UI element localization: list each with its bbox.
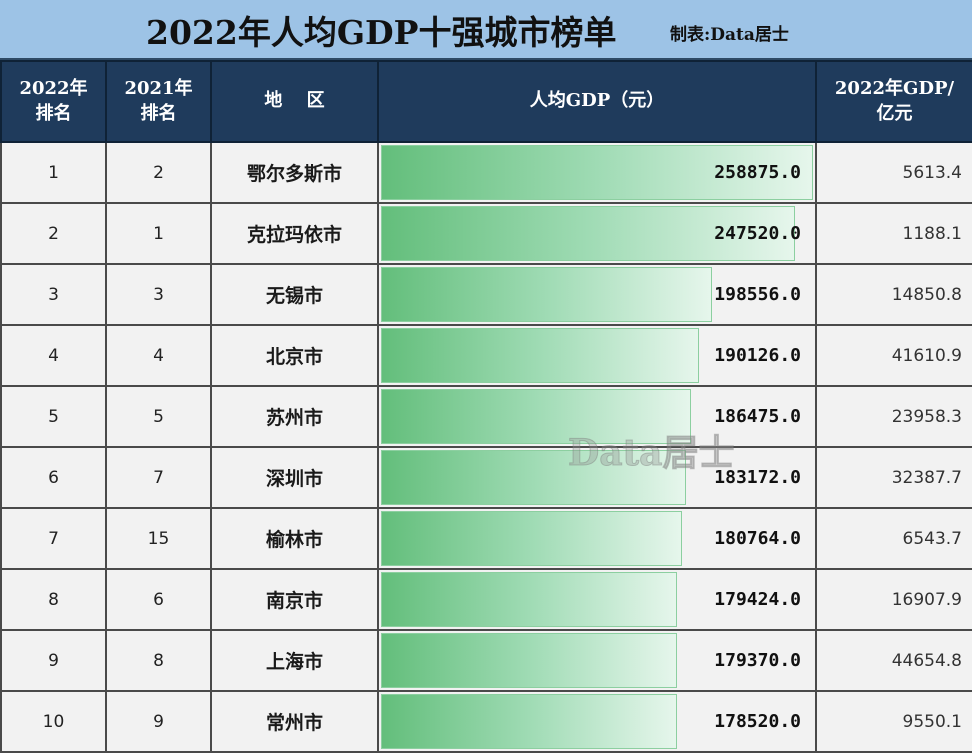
total-gdp-cell: 44654.8 bbox=[815, 629, 972, 692]
per-capita-gdp-value: 179424.0 bbox=[714, 589, 801, 610]
rank-2021-cell: 5 bbox=[105, 385, 212, 448]
rank-2022-cell: 3 bbox=[0, 263, 107, 326]
per-capita-gdp-value: 190126.0 bbox=[714, 345, 801, 366]
rank-2021-cell: 15 bbox=[105, 507, 212, 570]
rank-2022-cell: 7 bbox=[0, 507, 107, 570]
region-cell: 深圳市 bbox=[210, 446, 379, 509]
region-cell: 榆林市 bbox=[210, 507, 379, 570]
data-bar bbox=[381, 389, 691, 444]
rank-2022-cell: 8 bbox=[0, 568, 107, 631]
rank-2021-cell: 6 bbox=[105, 568, 212, 631]
per-capita-gdp-cell: 258875.0 bbox=[377, 141, 817, 204]
header-region: 地 区 bbox=[210, 60, 379, 143]
per-capita-gdp-value: 183172.0 bbox=[714, 467, 801, 488]
region-cell: 无锡市 bbox=[210, 263, 379, 326]
page-title: 2022年人均GDP十强城市榜单 bbox=[146, 13, 617, 52]
region-cell: 北京市 bbox=[210, 324, 379, 387]
header-text: 排名 bbox=[35, 102, 72, 124]
data-bar bbox=[381, 511, 682, 566]
credit-label: 制表:Data居士 bbox=[670, 25, 789, 45]
data-bar bbox=[381, 328, 700, 383]
total-gdp-cell: 9550.1 bbox=[815, 690, 972, 753]
region-cell: 上海市 bbox=[210, 629, 379, 692]
per-capita-gdp-value: 198556.0 bbox=[714, 284, 801, 305]
per-capita-gdp-cell: 190126.0 bbox=[377, 324, 817, 387]
per-capita-gdp-cell: 183172.0 bbox=[377, 446, 817, 509]
rank-2021-cell: 2 bbox=[105, 141, 212, 204]
data-bar bbox=[381, 633, 678, 688]
rank-2021-cell: 9 bbox=[105, 690, 212, 753]
header-text: 2022年GDP/ bbox=[834, 78, 955, 100]
rank-2021-cell: 1 bbox=[105, 202, 212, 265]
per-capita-gdp-cell: 178520.0 bbox=[377, 690, 817, 753]
rank-2021-cell: 4 bbox=[105, 324, 212, 387]
per-capita-gdp-cell: 186475.0 bbox=[377, 385, 817, 448]
total-gdp-cell: 32387.7 bbox=[815, 446, 972, 509]
rank-2022-cell: 6 bbox=[0, 446, 107, 509]
header-text: 2021年 bbox=[124, 78, 193, 100]
data-bar bbox=[381, 145, 813, 200]
per-capita-gdp-value: 180764.0 bbox=[714, 528, 801, 549]
total-gdp-cell: 23958.3 bbox=[815, 385, 972, 448]
per-capita-gdp-cell: 180764.0 bbox=[377, 507, 817, 570]
table-row: 2 1 克拉玛依市 247520.0 1188.1 bbox=[0, 202, 972, 265]
rank-2022-cell: 1 bbox=[0, 141, 107, 204]
table-row: 9 8 上海市 179370.0 44654.8 bbox=[0, 629, 972, 692]
header-text: 亿元 bbox=[876, 102, 913, 124]
table-row: 10 9 常州市 178520.0 9550.1 bbox=[0, 690, 972, 753]
ranking-table: 2022年 排名 2021年 排名 地 区 人均GDP（元） 2022年GDP/亿元… bbox=[0, 60, 972, 753]
region-cell: 鄂尔多斯市 bbox=[210, 141, 379, 204]
per-capita-gdp-cell: 247520.0 bbox=[377, 202, 817, 265]
per-capita-gdp-value: 178520.0 bbox=[714, 711, 801, 732]
total-gdp-cell: 6543.7 bbox=[815, 507, 972, 570]
header-text: 2022年 bbox=[19, 78, 88, 100]
rank-2021-cell: 8 bbox=[105, 629, 212, 692]
table-row: 5 5 苏州市 186475.0 23958.3 bbox=[0, 385, 972, 448]
per-capita-gdp-cell: 179370.0 bbox=[377, 629, 817, 692]
total-gdp-cell: 14850.8 bbox=[815, 263, 972, 326]
rank-2021-cell: 7 bbox=[105, 446, 212, 509]
total-gdp-cell: 5613.4 bbox=[815, 141, 972, 204]
table-row: 1 2 鄂尔多斯市 258875.0 5613.4 bbox=[0, 141, 972, 204]
table-row: 8 6 南京市 179424.0 16907.9 bbox=[0, 568, 972, 631]
rank-2021-cell: 3 bbox=[105, 263, 212, 326]
per-capita-gdp-value: 247520.0 bbox=[714, 223, 801, 244]
region-cell: 克拉玛依市 bbox=[210, 202, 379, 265]
header-rank-2021: 2021年 排名 bbox=[105, 60, 212, 143]
per-capita-gdp-value: 179370.0 bbox=[714, 650, 801, 671]
total-gdp-cell: 41610.9 bbox=[815, 324, 972, 387]
data-bar bbox=[381, 450, 687, 505]
rank-2022-cell: 10 bbox=[0, 690, 107, 753]
per-capita-gdp-cell: 179424.0 bbox=[377, 568, 817, 631]
table-row: 4 4 北京市 190126.0 41610.9 bbox=[0, 324, 972, 387]
table-row: 6 7 深圳市 183172.0 32387.7 bbox=[0, 446, 972, 509]
rank-2022-cell: 2 bbox=[0, 202, 107, 265]
rank-2022-cell: 5 bbox=[0, 385, 107, 448]
total-gdp-cell: 16907.9 bbox=[815, 568, 972, 631]
table-row: 7 15 榆林市 180764.0 6543.7 bbox=[0, 507, 972, 570]
region-cell: 常州市 bbox=[210, 690, 379, 753]
header-total-gdp: 2022年GDP/亿元 bbox=[815, 60, 972, 143]
data-bar bbox=[381, 206, 796, 261]
per-capita-gdp-value: 186475.0 bbox=[714, 406, 801, 427]
header-text: 排名 bbox=[140, 102, 177, 124]
region-cell: 苏州市 bbox=[210, 385, 379, 448]
rank-2022-cell: 4 bbox=[0, 324, 107, 387]
region-cell: 南京市 bbox=[210, 568, 379, 631]
data-bar bbox=[381, 267, 713, 322]
table-row: 3 3 无锡市 198556.0 14850.8 bbox=[0, 263, 972, 326]
per-capita-gdp-value: 258875.0 bbox=[714, 162, 801, 183]
per-capita-gdp-cell: 198556.0 bbox=[377, 263, 817, 326]
header-row: 2022年 排名 2021年 排名 地 区 人均GDP（元） 2022年GDP/亿元 bbox=[0, 60, 972, 143]
header-per-capita-gdp: 人均GDP（元） bbox=[377, 60, 817, 143]
total-gdp-cell: 1188.1 bbox=[815, 202, 972, 265]
title-bar: 2022年人均GDP十强城市榜单 制表:Data居士 bbox=[0, 0, 972, 60]
rank-2022-cell: 9 bbox=[0, 629, 107, 692]
header-rank-2022: 2022年 排名 bbox=[0, 60, 107, 143]
data-bar bbox=[381, 572, 678, 627]
